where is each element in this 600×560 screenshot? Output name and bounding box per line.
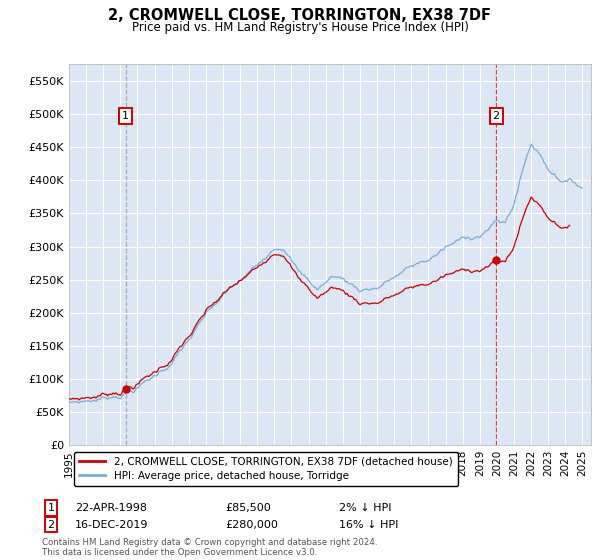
Text: 22-APR-1998: 22-APR-1998 [75, 503, 147, 513]
Text: 16-DEC-2019: 16-DEC-2019 [75, 520, 149, 530]
Text: 16% ↓ HPI: 16% ↓ HPI [339, 520, 398, 530]
Text: 2: 2 [47, 520, 55, 530]
Text: 2, CROMWELL CLOSE, TORRINGTON, EX38 7DF: 2, CROMWELL CLOSE, TORRINGTON, EX38 7DF [109, 8, 491, 24]
Text: 1: 1 [122, 111, 129, 121]
Legend: 2, CROMWELL CLOSE, TORRINGTON, EX38 7DF (detached house), HPI: Average price, de: 2, CROMWELL CLOSE, TORRINGTON, EX38 7DF … [74, 451, 458, 486]
Text: Price paid vs. HM Land Registry's House Price Index (HPI): Price paid vs. HM Land Registry's House … [131, 21, 469, 34]
Text: 2: 2 [493, 111, 500, 121]
Text: Contains HM Land Registry data © Crown copyright and database right 2024.
This d: Contains HM Land Registry data © Crown c… [42, 538, 377, 557]
Text: 2% ↓ HPI: 2% ↓ HPI [339, 503, 391, 513]
Text: 1: 1 [47, 503, 55, 513]
Text: £85,500: £85,500 [225, 503, 271, 513]
Text: £280,000: £280,000 [225, 520, 278, 530]
